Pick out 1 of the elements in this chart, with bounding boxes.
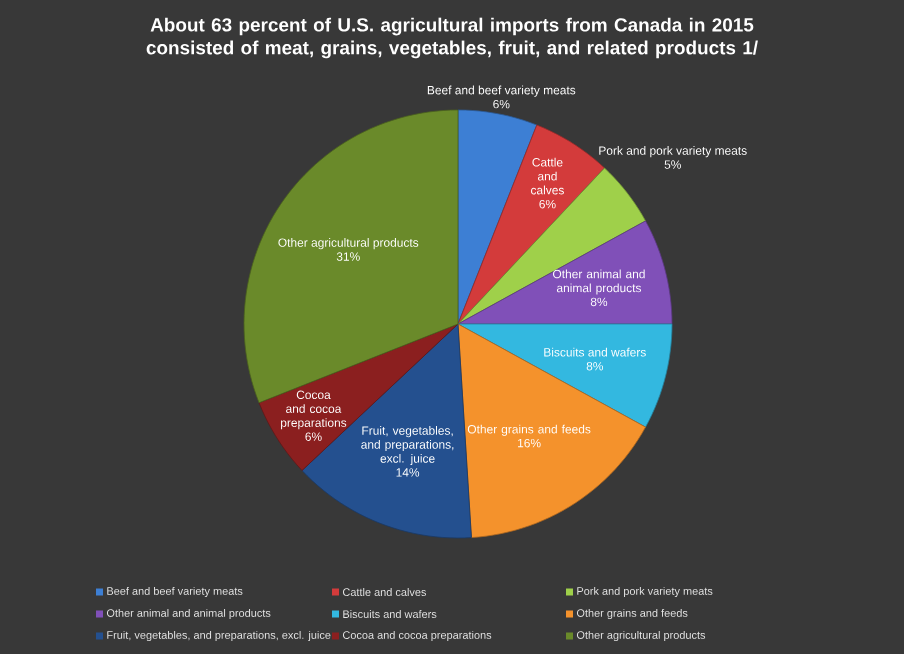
chart-title: About 63 percent of U.S. agricultural imports from Canada in 2015 consisted of meat, grains, vegetables, fruit, and related products 1/: [146, 17, 758, 59]
